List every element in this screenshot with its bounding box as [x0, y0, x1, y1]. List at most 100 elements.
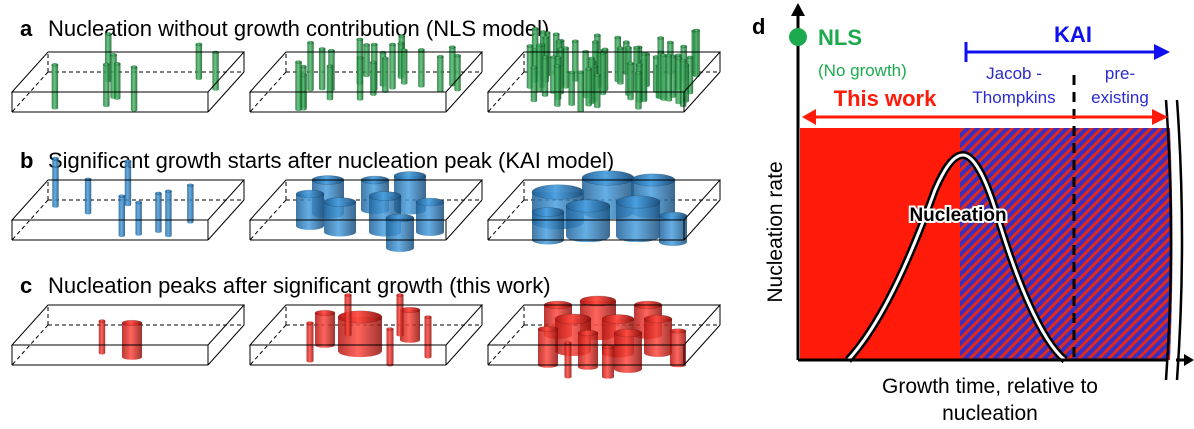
crystal-cylinder: [186, 183, 194, 224]
curve-label: Nucleation: [909, 205, 1006, 226]
crystal-cylinder: [124, 159, 132, 207]
jacob-thompkins-line2: Thompkins: [972, 88, 1055, 107]
x-axis-arrowhead: [1184, 354, 1194, 366]
this-work-arrowhead-right: [1152, 109, 1168, 125]
crystal-cylinder: [564, 341, 572, 379]
crystal-cylinder: [593, 73, 601, 109]
crystal-cylinder: [314, 309, 336, 348]
crystal-cylinder: [565, 199, 611, 243]
box-c1: [10, 304, 246, 366]
box-c3: [486, 295, 722, 379]
crystal-cylinder: [585, 67, 593, 107]
crystal-cylinder: [568, 70, 576, 106]
crystal-cylinder: [400, 48, 408, 85]
crystal-cylinder: [323, 197, 357, 237]
panel-letter-c: c: [20, 273, 32, 298]
box-a3: [486, 26, 722, 113]
crystal-cylinder: [399, 306, 421, 343]
crystal-cylinder: [541, 55, 549, 97]
caption-b-text: Significant growth starts after nucleati…: [48, 148, 614, 173]
nucleation-curve: [846, 153, 1066, 362]
crystal-cylinder: [679, 58, 687, 108]
crystal-cylinder: [537, 325, 559, 368]
y-axis-title: Nucleation rate: [764, 161, 787, 302]
box-a1: [10, 32, 246, 113]
substrate-boxes: [10, 26, 722, 379]
crystal-cylinder: [51, 62, 59, 110]
crystal-cylinder: [295, 60, 303, 112]
crystal-cylinder: [51, 156, 59, 208]
crystal-cylinder: [318, 47, 326, 91]
crystal-cylinder: [130, 65, 138, 112]
nls-label: NLS: [818, 25, 862, 50]
crystal-cylinder: [613, 328, 643, 373]
this-work-arrowhead-left: [802, 109, 816, 125]
panel-letter-a: a: [20, 16, 33, 41]
crystal-cylinder: [601, 345, 615, 379]
crystal-cylinder: [659, 53, 667, 101]
kai-label: KAI: [1054, 22, 1092, 47]
crystal-cylinder: [693, 28, 701, 78]
crystal-cylinder: [295, 189, 325, 230]
crystal-cylinder: [436, 54, 444, 93]
crystal-cylinder: [448, 45, 456, 87]
nls-sublabel: (No growth): [818, 61, 907, 80]
crystal-cylinder: [658, 211, 688, 246]
crystal-cylinder: [113, 61, 121, 100]
crystal-cylinder: [665, 53, 673, 102]
crystal-cylinder: [577, 70, 585, 113]
nls-marker: [789, 28, 807, 46]
crystal-cylinder: [577, 329, 599, 370]
crystal-cylinder: [84, 177, 92, 215]
caption-a: a Nucleation without growth contribution…: [20, 16, 549, 41]
crystal-cylinder: [386, 327, 394, 367]
pre-existing-line1: pre-: [1105, 64, 1135, 83]
crystal-cylinder: [121, 319, 143, 360]
crystal-cylinder: [307, 40, 315, 92]
crystal-cylinder: [627, 61, 635, 101]
crystal-cylinder: [553, 64, 561, 107]
crystal-cylinder: [381, 56, 389, 93]
crystal-cylinder: [326, 64, 334, 101]
caption-c-text: Nucleation peaks after significant growt…: [48, 273, 551, 298]
crystal-cylinder: [154, 191, 162, 233]
crystal-cylinder: [669, 328, 687, 368]
crystal-cylinder: [212, 50, 220, 91]
crystal-cylinder: [164, 189, 172, 238]
crystal-cylinder: [530, 65, 538, 103]
y-axis-arrowhead: [791, 3, 805, 16]
kai-arrowhead: [1154, 44, 1170, 60]
box-b3: [486, 170, 722, 246]
crystal-cylinder: [306, 321, 314, 363]
crystal-cylinder: [454, 53, 462, 92]
crystal-cylinder: [643, 314, 673, 357]
panel-letter-d: d: [752, 14, 765, 39]
crystal-cylinder: [135, 200, 143, 236]
x-axis-title-line2: nucleation: [942, 402, 1038, 425]
axis-break-mark-2: [1175, 99, 1184, 381]
caption-a-text: Nucleation without growth contribution (…: [48, 16, 549, 41]
crystal-cylinder: [531, 207, 565, 245]
panel-d: d Nucleation NLS (No growth) KAI Jacob -…: [752, 3, 1194, 425]
crystal-cylinder: [415, 197, 445, 236]
caption-b: b Significant growth starts after nuclea…: [20, 148, 614, 173]
crystal-cylinder: [417, 47, 425, 88]
crystal-cylinder: [369, 60, 377, 96]
box-b1: [10, 156, 246, 241]
crystal-cylinder: [615, 195, 661, 243]
crystal-cylinder: [102, 62, 110, 108]
crystal-cylinder: [424, 315, 432, 359]
jacob-thompkins-line1: Jacob -: [986, 64, 1042, 83]
region-this-work: [800, 128, 960, 360]
box-a2: [248, 34, 484, 113]
box-c2: [248, 293, 484, 367]
crystal-cylinder: [118, 194, 126, 238]
caption-c: c Nucleation peaks after significant gro…: [20, 273, 551, 298]
box-b2: [248, 171, 484, 252]
crystal-cylinder: [344, 293, 352, 337]
axis-break-mark-1: [1164, 99, 1173, 381]
crystal-cylinder: [356, 55, 364, 101]
x-axis-title-line1: Growth time, relative to: [882, 375, 1098, 398]
crystal-cylinder: [195, 42, 203, 80]
this-work-label: This work: [834, 86, 937, 111]
